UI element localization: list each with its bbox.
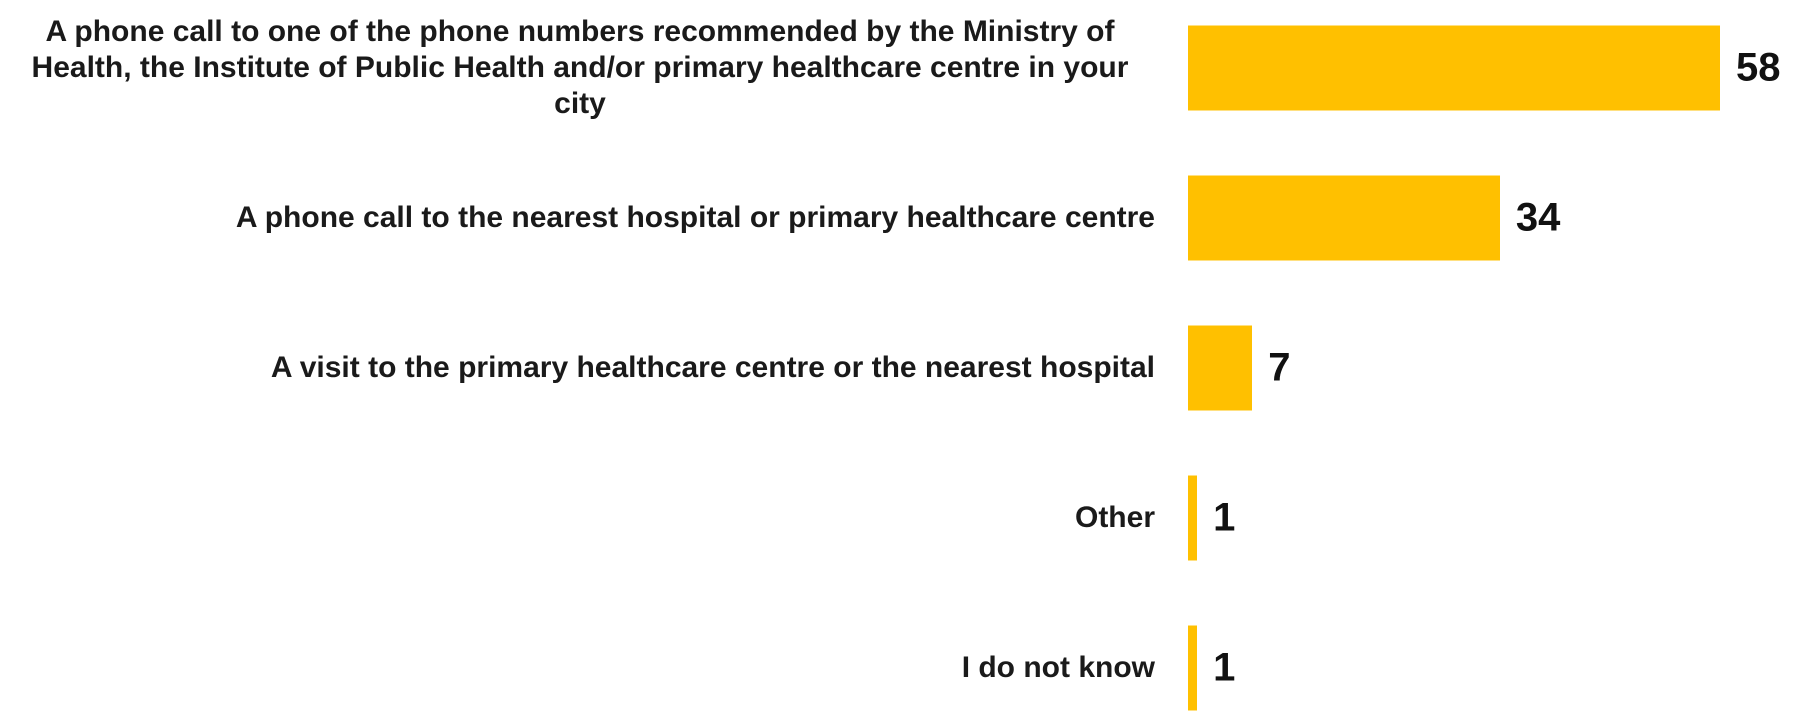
category-label: Other bbox=[1074, 501, 1155, 534]
value-label: 1 bbox=[1213, 645, 1236, 690]
category-label: I do not know bbox=[961, 651, 1155, 684]
value-label: 1 bbox=[1213, 495, 1236, 540]
category-row: A visit to the primary healthcare centre… bbox=[5, 350, 1155, 386]
bar bbox=[1188, 475, 1198, 561]
category-label: A phone call to one of the phone numbers… bbox=[31, 15, 1129, 120]
value-label: 34 bbox=[1515, 195, 1561, 240]
value-label: 58 bbox=[1736, 45, 1781, 90]
category-row: Other bbox=[5, 500, 1155, 536]
bar bbox=[1188, 25, 1720, 111]
bar bbox=[1188, 325, 1253, 411]
bar bbox=[1188, 175, 1500, 261]
category-row: A phone call to the nearest hospital or … bbox=[5, 200, 1155, 236]
category-row: I do not know bbox=[5, 650, 1155, 686]
category-label: A phone call to the nearest hospital or … bbox=[235, 201, 1155, 234]
category-label: A visit to the primary healthcare centre… bbox=[270, 351, 1155, 384]
bar bbox=[1188, 625, 1198, 711]
value-label: 7 bbox=[1268, 345, 1291, 390]
category-row: A phone call to one of the phone numbers… bbox=[5, 14, 1155, 122]
